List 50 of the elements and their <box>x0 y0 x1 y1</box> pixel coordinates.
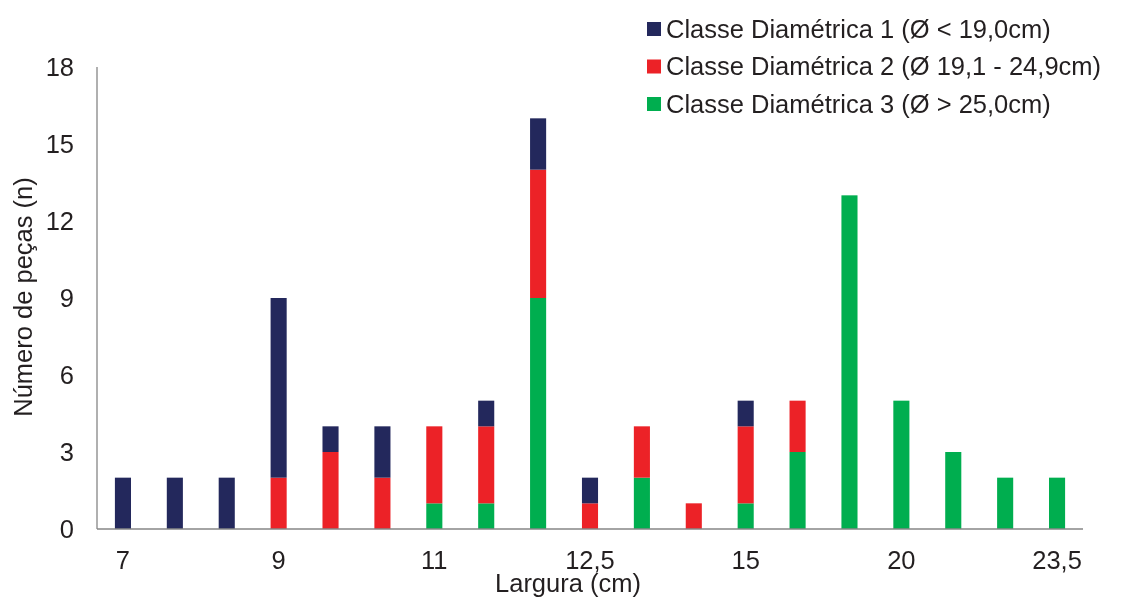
y-tick-label: 12 <box>45 206 74 235</box>
x-tick-label: 20 <box>887 546 916 574</box>
bar <box>737 400 754 427</box>
y-tick-label: 18 <box>45 52 74 81</box>
x-tick-label: 15 <box>731 546 760 574</box>
bar <box>374 477 391 529</box>
y-tick-label: 6 <box>59 360 74 389</box>
x-tick-label: 7 <box>115 546 131 574</box>
bar <box>530 169 547 298</box>
x-tick-label: 12,5 <box>565 546 615 574</box>
bar <box>530 298 547 529</box>
bar <box>997 477 1014 529</box>
legend-label: Classe Diamétrica 3 (Ø > 25,0cm) <box>666 89 1051 118</box>
bar <box>218 477 235 529</box>
bar <box>478 400 495 427</box>
bar <box>114 477 131 529</box>
bar <box>685 503 702 529</box>
y-tick-label: 15 <box>45 129 74 158</box>
y-tick-label: 3 <box>59 437 74 466</box>
bar <box>426 503 443 529</box>
x-tick-label: 23,5 <box>1032 546 1082 574</box>
bar <box>270 298 287 478</box>
bar <box>633 426 650 478</box>
bar <box>322 452 339 529</box>
x-tick-label: 9 <box>271 546 286 574</box>
bar <box>270 477 287 529</box>
bar <box>478 503 495 529</box>
y-axis-title: Número de peças (n) <box>9 177 37 417</box>
legend-label: Classe Diamétrica 1 (Ø < 19,0cm) <box>666 14 1051 43</box>
bar <box>426 426 443 504</box>
bar <box>581 503 599 529</box>
bar <box>581 477 599 504</box>
y-tick-label: 0 <box>59 514 74 543</box>
bar <box>530 118 547 170</box>
bar <box>737 503 754 529</box>
bar <box>166 477 183 529</box>
bar <box>893 400 910 529</box>
bar <box>841 195 858 529</box>
bar <box>789 400 806 452</box>
bar <box>478 426 495 504</box>
y-tick-label: 9 <box>59 283 74 312</box>
bar <box>789 452 806 529</box>
x-tick-label: 11 <box>421 546 448 574</box>
bar <box>945 452 962 529</box>
legend-label: Classe Diamétrica 2 (Ø 19,1 - 24,9cm) <box>666 52 1102 81</box>
bar <box>1049 477 1066 529</box>
bar <box>737 426 754 504</box>
bar <box>374 426 391 478</box>
bar <box>322 426 339 452</box>
bar <box>633 477 650 529</box>
